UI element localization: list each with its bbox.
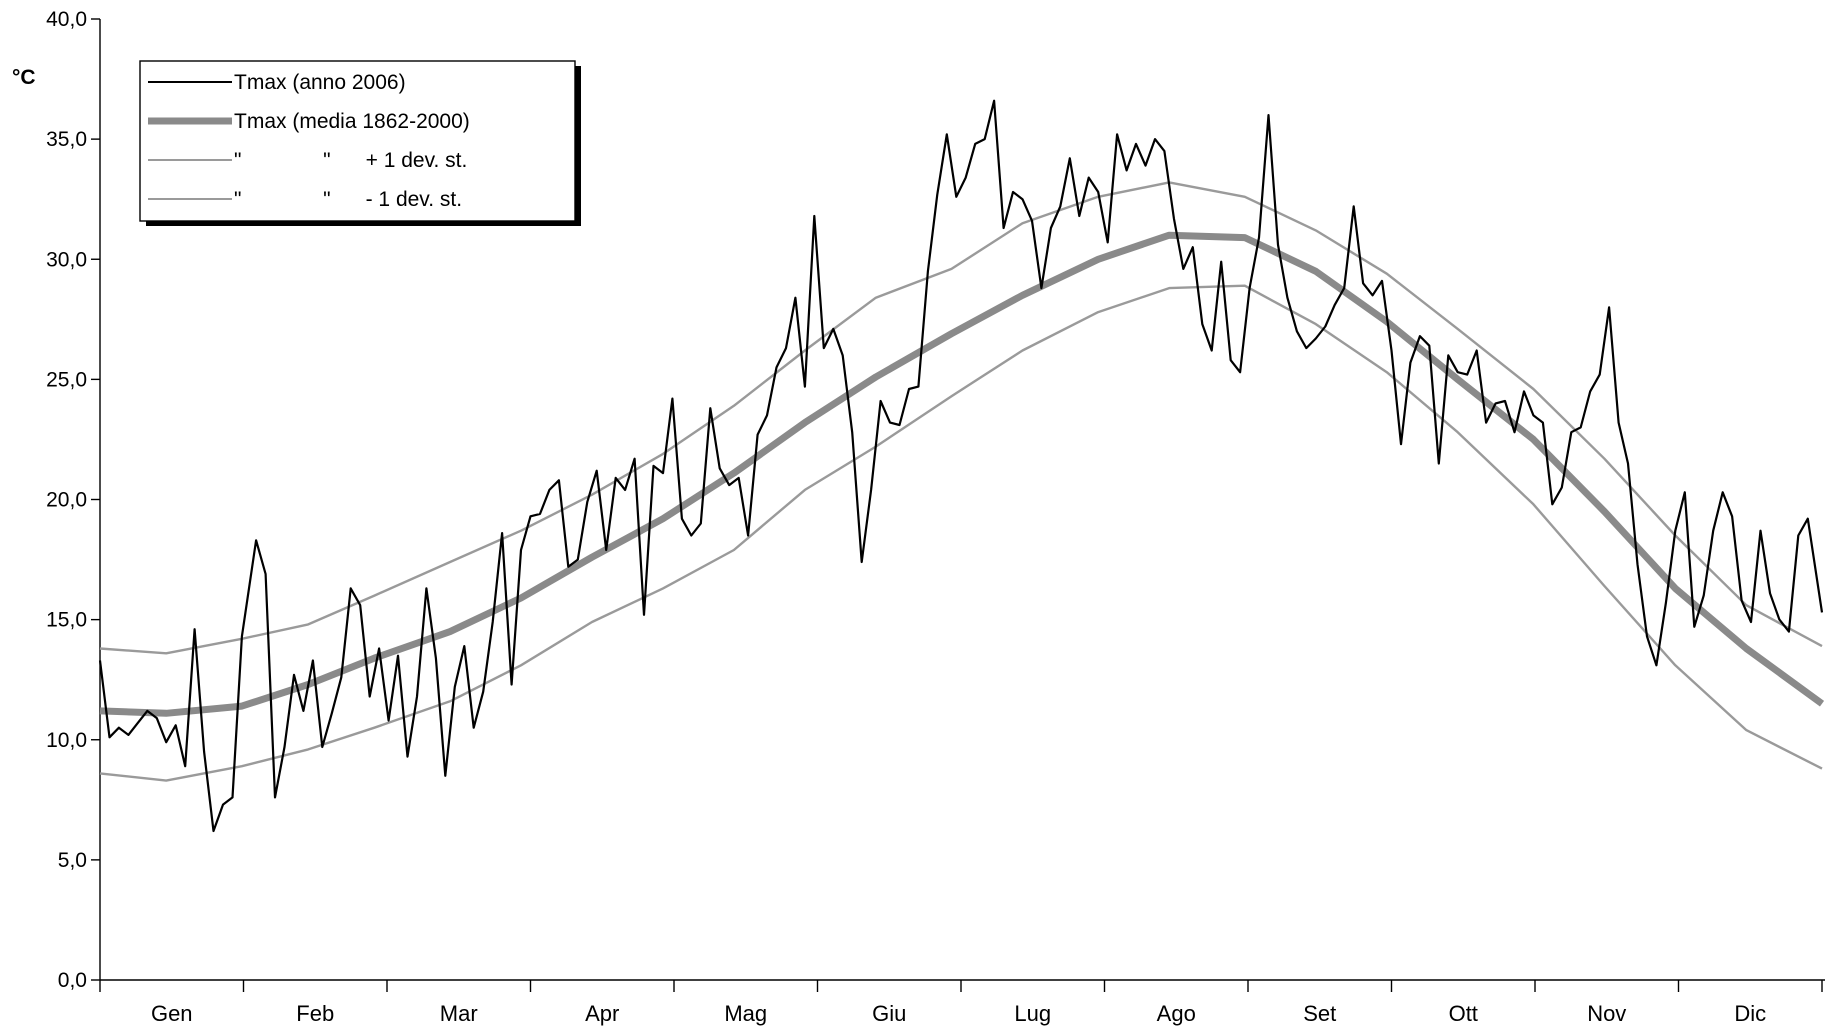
legend-label: Tmax (media 1862-2000): [234, 110, 470, 133]
legend-label: " " - 1 dev. st.: [234, 188, 462, 211]
x-tick-label: Feb: [296, 1001, 334, 1026]
series-lines: [98, 99, 1825, 833]
legend-items: Tmax (anno 2006) Tmax (media 1862-2000) " …: [148, 71, 470, 211]
series-line-mean: [99, 231, 1825, 717]
legend-label: " " + 1 dev. st.: [234, 149, 467, 172]
y-tick-label: 10,0: [46, 729, 87, 752]
y-tick-label: 30,0: [46, 248, 87, 271]
x-tick-label: Ott: [1449, 1001, 1478, 1026]
x-tick-label: Giu: [872, 1001, 906, 1026]
y-tick-label: 20,0: [46, 489, 87, 512]
x-tick-label: Mag: [724, 1001, 767, 1026]
x-tick-label: Apr: [585, 1001, 619, 1026]
x-tick-label: Ago: [1157, 1001, 1196, 1026]
y-tick-label: 0,0: [58, 969, 87, 992]
legend: Tmax (anno 2006) Tmax (media 1862-2000) " …: [139, 60, 581, 226]
series-line-minus-1sd: [99, 284, 1823, 782]
y-tick-label: 5,0: [58, 849, 87, 872]
x-tick-label: Lug: [1014, 1001, 1051, 1026]
y-axis-label: °C: [12, 66, 36, 89]
y-tick-label: 40,0: [46, 8, 87, 31]
series-line-plus-1sd: [99, 181, 1823, 655]
x-tick-label: Mar: [440, 1001, 478, 1026]
legend-label: Tmax (anno 2006): [234, 71, 406, 94]
x-tick-label: Nov: [1587, 1001, 1626, 1026]
legend-box: [139, 60, 576, 222]
y-tick-label: 15,0: [46, 609, 87, 632]
y-tick-label: 25,0: [46, 368, 87, 391]
series-line-tmax-2006: [98, 99, 1824, 833]
x-tick-label: Gen: [151, 1001, 193, 1026]
x-ticks: Gen Feb Mar Apr Mag Giu Lug Ago Set Ott Nov Dic: [99, 980, 1823, 1026]
y-tick-label: 35,0: [46, 128, 87, 151]
y-ticks: 0,0 5,0 10,0 15,0 20,0 25,0 30,0 35,0 40,0: [46, 8, 100, 992]
x-tick-label: Set: [1303, 1001, 1336, 1026]
x-tick-label: Dic: [1734, 1001, 1766, 1026]
